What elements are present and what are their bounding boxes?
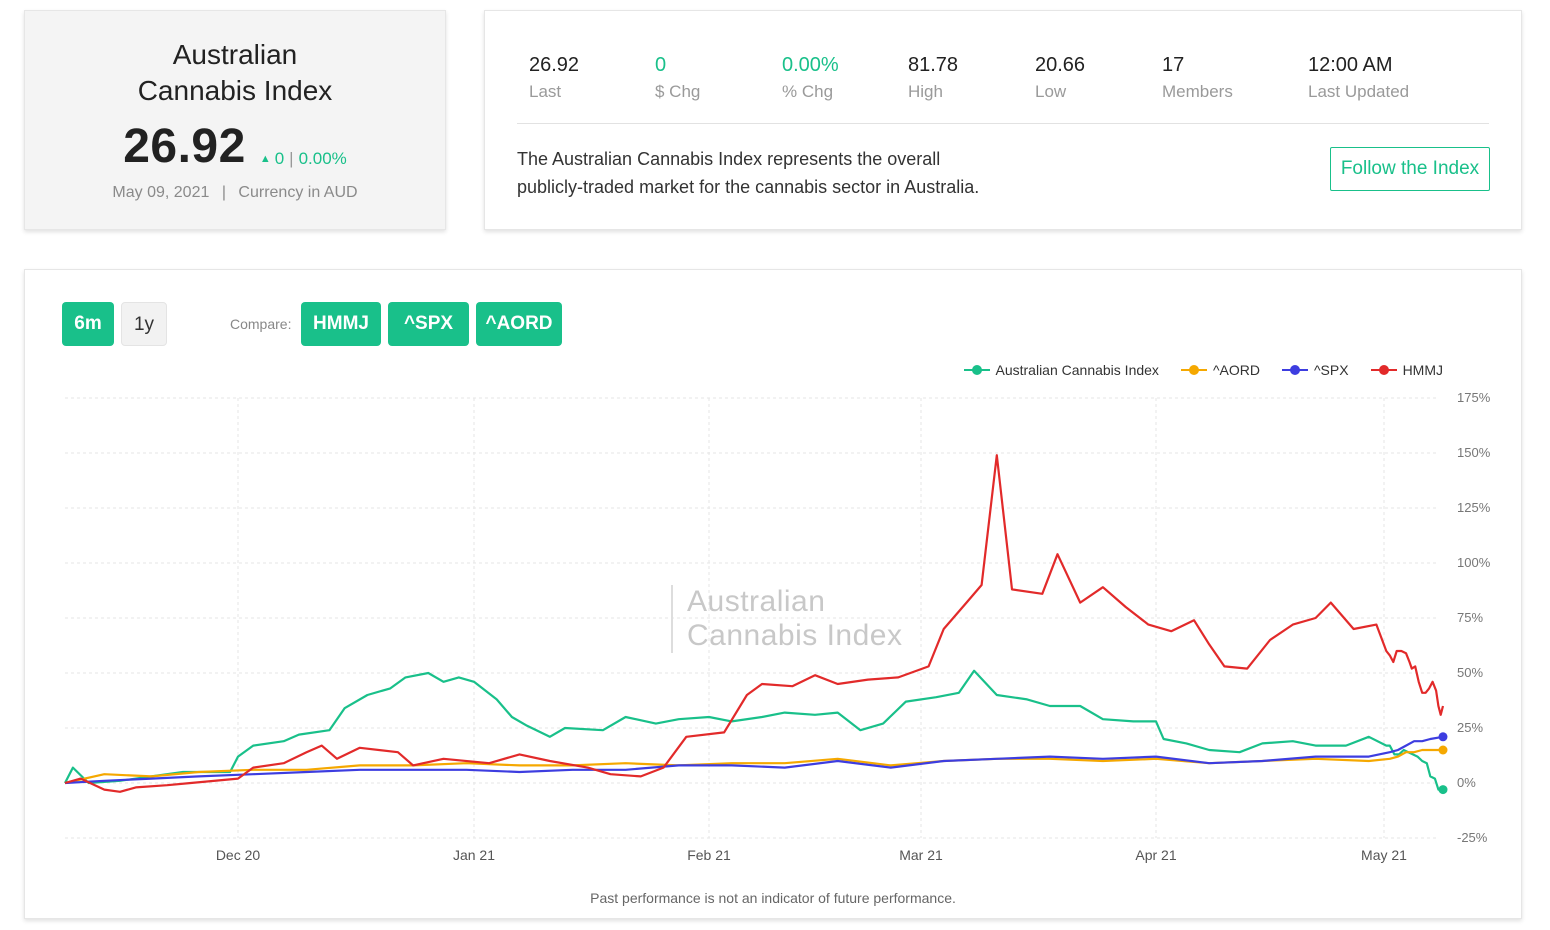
index-title-line2: Cannabis Index (137, 75, 333, 106)
chart-grid (65, 397, 1437, 839)
performance-disclaimer: Past performance is not an indicator of … (590, 890, 956, 906)
x-tick-label: May 21 (1361, 847, 1407, 863)
y-tick-label: 50% (1457, 665, 1483, 680)
range-6m-button[interactable]: 6m (62, 302, 114, 346)
stat-label: $ Chg (655, 82, 701, 101)
stat-dollar-change: 0 $ Chg (655, 53, 700, 105)
x-axis-ticks: Dec 20 Jan 21 Feb 21 Mar 21 Apr 21 May 21 (216, 847, 1407, 863)
x-tick-label: Jan 21 (453, 847, 495, 863)
chart-legend: Australian Cannabis Index ^AORD ^SPX HMM… (963, 362, 1443, 378)
y-tick-label: 150% (1457, 445, 1491, 460)
watermark-line2: Cannabis Index (687, 619, 903, 652)
change-separator: | (289, 149, 294, 168)
compare-spx-button[interactable]: ^SPX (388, 302, 469, 346)
description-line2: publicly-traded market for the cannabis … (517, 177, 980, 197)
up-triangle-icon: ▲ (259, 153, 271, 165)
stat-value: 12:00 AM (1308, 54, 1393, 76)
stat-value: 26.92 (529, 54, 580, 76)
stat-value: 0 (655, 54, 667, 76)
legend-item-aord[interactable]: ^AORD (1180, 362, 1260, 378)
description-line1: The Australian Cannabis Index represents… (517, 149, 941, 169)
legend-swatch-icon (963, 364, 990, 376)
index-title: Australian Cannabis Index (25, 37, 445, 109)
index-title-line1: Australian (172, 39, 298, 70)
stat-label: Low (1035, 82, 1067, 101)
y-tick-label: 100% (1457, 555, 1491, 570)
x-tick-label: Dec 20 (216, 847, 261, 863)
date-row: May 09, 2021 | Currency in AUD (25, 184, 445, 202)
stat-members: 17 Members (1162, 53, 1233, 105)
y-tick-label: 25% (1457, 720, 1483, 735)
legend-item-spx[interactable]: ^SPX (1281, 362, 1349, 378)
change-percent: 0.00% (298, 149, 347, 168)
stat-last: 26.92 Last (529, 53, 579, 105)
stat-low: 20.66 Low (1035, 53, 1085, 105)
date-separator: | (221, 184, 226, 201)
series-end-marker-spx (1438, 732, 1448, 742)
stat-label: High (908, 82, 943, 101)
stat-value: 17 (1162, 54, 1185, 76)
y-tick-label: 125% (1457, 500, 1491, 515)
index-date: May 09, 2021 (112, 184, 210, 201)
legend-swatch-icon (1281, 364, 1308, 376)
y-tick-label: 175% (1457, 390, 1491, 405)
stat-last-updated: 12:00 AM Last Updated (1308, 53, 1409, 105)
index-summary-card: Australian Cannabis Index 26.92 ▲ 0 | 0.… (24, 10, 446, 230)
stats-card: 26.92 Last 0 $ Chg 0.00% % Chg 81.78 Hig… (484, 10, 1522, 230)
compare-label: Compare: (230, 316, 292, 332)
index-description: The Australian Cannabis Index represents… (517, 145, 1037, 201)
stat-label: Last (529, 82, 562, 101)
change-value: 0 (274, 149, 285, 168)
legend-label: HMMJ (1402, 362, 1443, 378)
series-end-marker-australian-cannabis-index (1438, 785, 1448, 795)
stat-percent-change: 0.00% % Chg (782, 53, 839, 105)
price-row: 26.92 ▲ 0 | 0.00% (25, 119, 445, 174)
x-tick-label: Mar 21 (899, 847, 943, 863)
currency-note: Currency in AUD (238, 184, 358, 201)
stats-divider (517, 123, 1489, 124)
stat-high: 81.78 High (908, 53, 958, 105)
legend-item-hmmj[interactable]: HMMJ (1370, 362, 1443, 378)
range-1y-button[interactable]: 1y (121, 302, 167, 346)
legend-item-acx[interactable]: Australian Cannabis Index (963, 362, 1159, 378)
stat-value: 20.66 (1035, 54, 1086, 76)
legend-label: Australian Cannabis Index (995, 362, 1159, 378)
compare-aord-button[interactable]: ^AORD (476, 302, 562, 346)
chart-card: 175% 150% 125% 100% 75% 50% 25% 0% -25% Dec 20 Ja… (24, 269, 1522, 919)
change-summary: ▲ 0 | 0.00% (260, 149, 347, 169)
index-price: 26.92 (123, 120, 246, 173)
follow-index-button[interactable]: Follow the Index (1330, 147, 1490, 191)
legend-label: ^AORD (1212, 362, 1260, 378)
stat-label: % Chg (782, 82, 834, 101)
legend-label: ^SPX (1313, 362, 1349, 378)
compare-hmmj-button[interactable]: HMMJ (301, 302, 381, 346)
stat-label: Members (1162, 82, 1233, 101)
chart-watermark: Australian Cannabis Index (671, 585, 902, 653)
stat-value: 81.78 (908, 54, 959, 76)
x-tick-label: Feb 21 (687, 847, 731, 863)
series-line-hmmj (64, 454, 1445, 793)
y-axis-ticks: 175% 150% 125% 100% 75% 50% 25% 0% -25% (1457, 390, 1491, 845)
series-line-australian-cannabis-index (64, 669, 1443, 791)
x-tick-label: Apr 21 (1135, 847, 1176, 863)
watermark-line1: Australian (687, 585, 826, 618)
series-line-aord (64, 748, 1443, 785)
series-end-marker-aord (1438, 745, 1448, 755)
legend-swatch-icon (1180, 364, 1207, 376)
series-line-spx (64, 735, 1444, 785)
stat-label: Last Updated (1308, 82, 1410, 101)
chart-series (64, 454, 1448, 795)
y-tick-label: 0% (1457, 775, 1476, 790)
performance-chart: 175% 150% 125% 100% 75% 50% 25% 0% -25% Dec 20 Ja… (64, 390, 1491, 863)
stat-value: 0.00% (782, 54, 839, 76)
y-tick-label: -25% (1457, 830, 1488, 845)
y-tick-label: 75% (1457, 610, 1483, 625)
legend-swatch-icon (1370, 364, 1397, 376)
